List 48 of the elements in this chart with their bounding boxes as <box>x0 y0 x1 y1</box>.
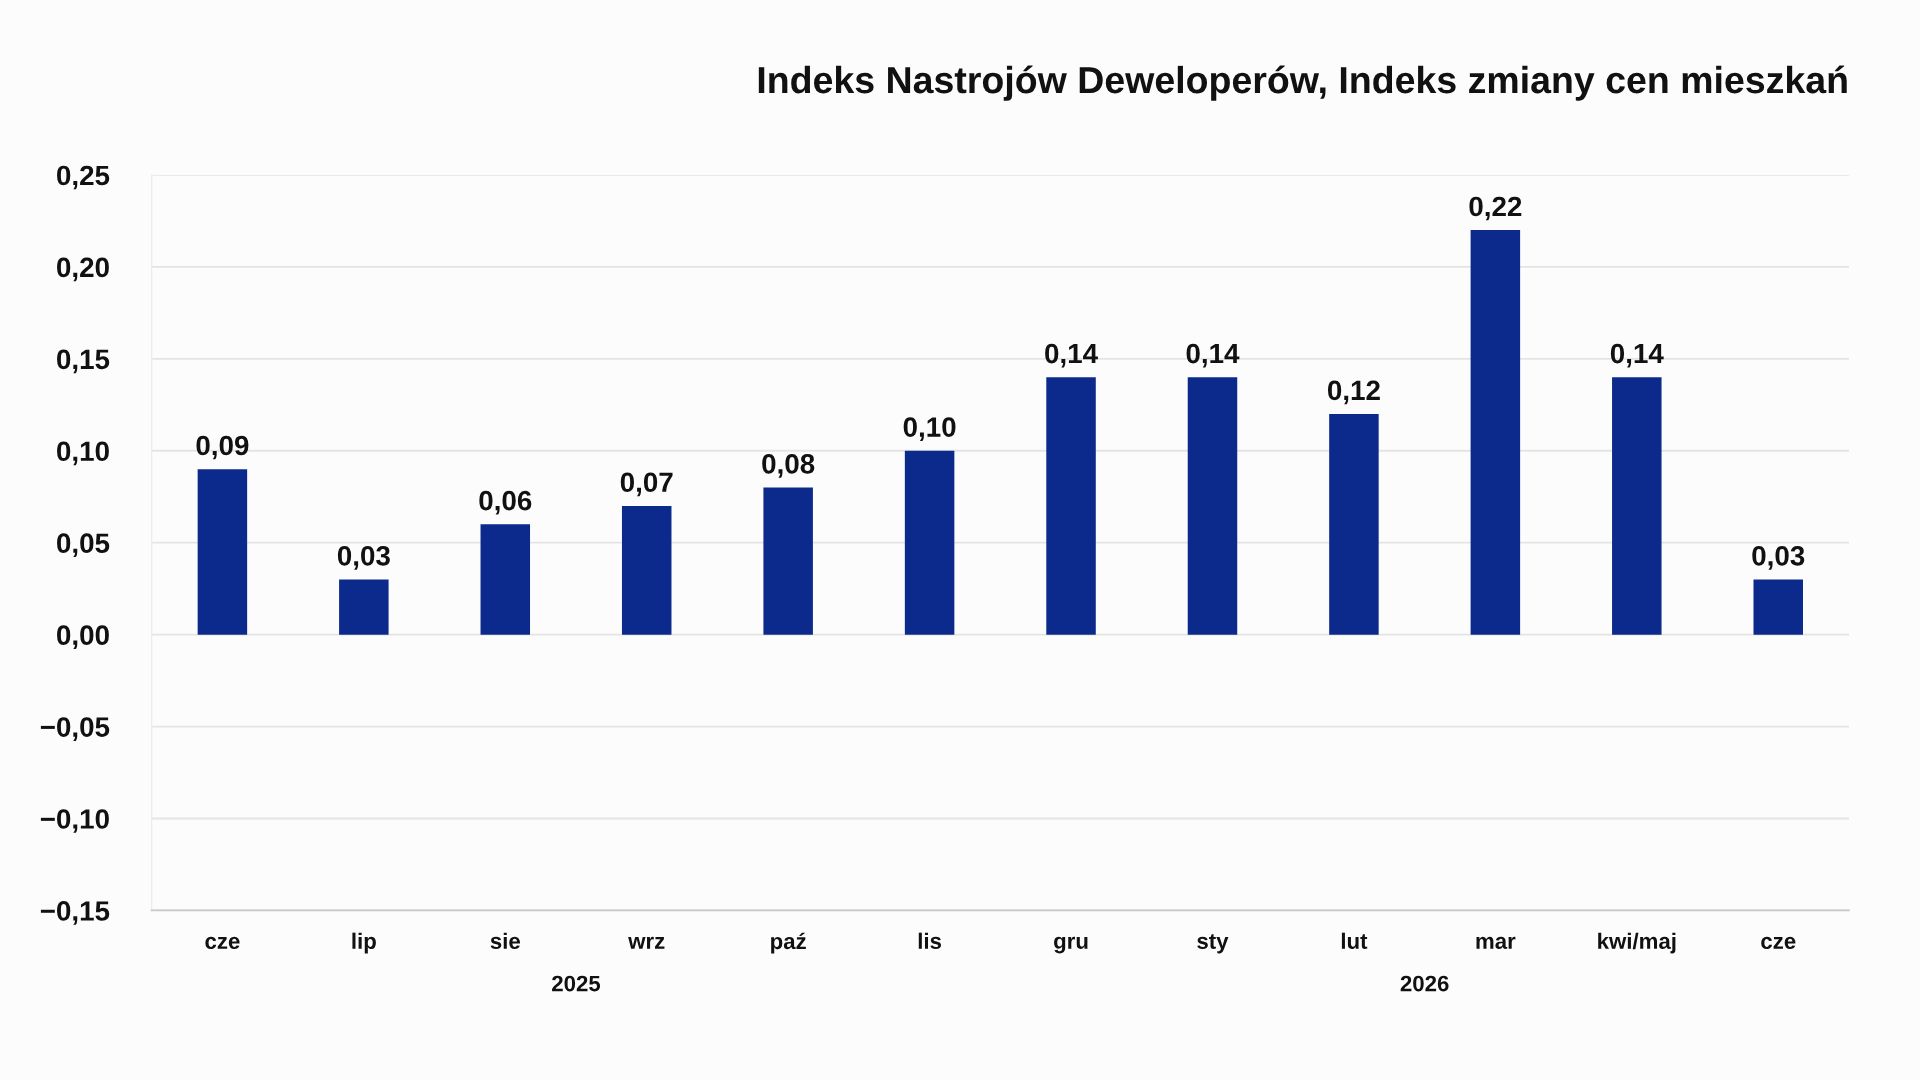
x-tick-label: lip <box>352 932 376 954</box>
y-tick-label: 0,10 <box>57 441 109 466</box>
x-tick-label: lut <box>1341 932 1368 949</box>
x-tick-label: kwi/maj <box>1598 932 1676 954</box>
bar <box>1046 377 1096 635</box>
data-label: 0,03 <box>337 545 390 570</box>
y-tick-label: 0,20 <box>57 257 109 282</box>
bar <box>1470 230 1521 635</box>
y-tick-label: 0,05 <box>57 533 110 558</box>
chart-title: Indeks Nastrojów Deweloperów, Indeks zmiany cen mieszkań <box>758 65 1847 101</box>
x-tick-label: sty <box>1197 934 1229 954</box>
data-label: 0,03 <box>1752 545 1805 570</box>
x-tick-label: paź <box>771 932 806 954</box>
data-label: 0,06 <box>479 490 532 515</box>
bar <box>1329 413 1379 635</box>
x-tick-label: lis <box>918 932 942 949</box>
x-tick-label: mar <box>1476 936 1516 949</box>
y-tick-label: −0,05 <box>40 717 110 741</box>
bar <box>904 450 955 635</box>
data-label: 0,10 <box>903 417 956 441</box>
bar <box>197 469 248 635</box>
y-tick-label: −0,10 <box>40 809 109 833</box>
text: 2025 <box>552 975 601 992</box>
y-tick-label: −0,15 <box>40 901 110 925</box>
data-label: 0,14 <box>1610 343 1664 368</box>
data-label: 0,12 <box>1327 380 1380 405</box>
x-tick-label: cze <box>205 936 240 949</box>
data-label: 0,08 <box>762 454 815 478</box>
text: 2026 <box>1400 975 1449 992</box>
x-tick-label: wrz <box>628 936 665 949</box>
x-tick-label: gru <box>1054 936 1088 954</box>
x-tick-label: cze <box>1761 936 1796 949</box>
bar <box>1187 377 1238 635</box>
bar <box>1612 377 1662 635</box>
bar <box>1753 579 1803 635</box>
x-tick-label: sie <box>490 932 520 949</box>
data-label: 0,07 <box>620 472 673 497</box>
data-label: 0,14 <box>1045 343 1098 368</box>
y-tick-label: 0,25 <box>57 165 110 190</box>
data-label: 0,09 <box>196 435 249 460</box>
bar <box>480 524 531 635</box>
bar <box>339 579 389 635</box>
data-label: 0,22 <box>1469 196 1522 221</box>
bar <box>763 487 813 635</box>
bar <box>621 505 672 635</box>
data-label: 0,14 <box>1186 343 1240 368</box>
y-tick-label: 0,15 <box>57 349 110 374</box>
y-tick-label: 0,00 <box>57 625 109 649</box>
